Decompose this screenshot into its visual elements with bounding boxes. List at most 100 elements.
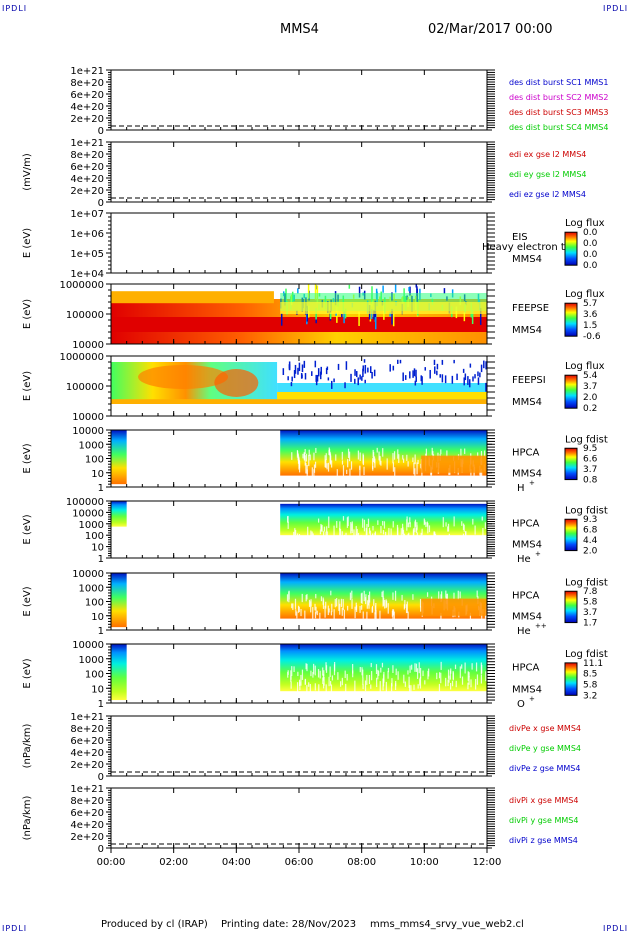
overlay-label: Heavy electron to: [482, 242, 571, 253]
y-tick-label: 10: [91, 612, 104, 623]
y-tick-label: 100000: [66, 310, 104, 321]
y-tick-label: 1e+04: [70, 269, 104, 280]
y-tick-label: 0: [98, 772, 104, 783]
legend-entry: des dist burst SC4 MMS4: [509, 123, 608, 132]
colorbar-tick-label: 0.8: [583, 476, 598, 486]
species-label: He: [517, 554, 531, 565]
y-tick-label: 2e+20: [70, 186, 104, 197]
y-axis-label: (nPa/km): [22, 796, 33, 841]
species-superscript: ++: [535, 622, 547, 630]
colorbar-tick-label: 2.0: [583, 393, 598, 403]
y-tick-label: 10: [91, 469, 104, 480]
colorbar-tick-label: 0.2: [583, 404, 597, 414]
panel-frame: [110, 69, 488, 131]
panel-frame: [110, 212, 488, 274]
y-tick-label: 1000000: [59, 352, 104, 363]
y-tick-label: 4e+20: [70, 748, 104, 759]
craft-label: MMS4: [512, 325, 542, 336]
y-tick-label: 8e+20: [70, 796, 104, 807]
legend-entry: divPe y gse MMS4: [509, 744, 581, 753]
colorbar-title: Log flux: [565, 218, 605, 229]
species-superscript: +: [535, 550, 541, 558]
y-tick-label: 10000: [72, 426, 104, 437]
colorbar-tick-label: 3.7: [583, 382, 597, 392]
species-superscript: +: [529, 695, 535, 703]
corner-label-bottom-left: IPDLI: [2, 924, 28, 933]
colorbar-tick-label: 5.8: [583, 681, 598, 691]
y-tick-label: 100000: [66, 497, 104, 508]
y-tick-label: 1: [98, 483, 104, 494]
y-tick-label: 2e+20: [70, 832, 104, 843]
species-label: H: [517, 483, 525, 494]
panel-frame: [110, 141, 488, 203]
colorbar-tick-label: 1.5: [583, 321, 597, 331]
colorbar: [564, 302, 578, 337]
craft-label: MMS4: [512, 397, 542, 408]
colorbar-tick-label: 0.0: [583, 261, 598, 271]
panel-hpca-h: 10000 1000 100 10 1 E (eV) HPCA MMS4 H + Log fdist…: [22, 426, 608, 494]
y-tick-label: 10000: [72, 640, 104, 651]
colorbar-tick-label: 6.8: [583, 526, 598, 536]
panel-frame: [110, 715, 488, 777]
colorbar-tick-label: 7.8: [583, 587, 598, 597]
y-tick-label: 1e+07: [70, 209, 104, 220]
y-tick-label: 4e+20: [70, 102, 104, 113]
x-tick-label: 04:00: [222, 857, 251, 868]
x-tick-label: 00:00: [97, 857, 126, 868]
y-tick-label: 4e+20: [70, 820, 104, 831]
x-tick-label: 02:00: [159, 857, 188, 868]
y-tick-label: 1e+21: [70, 138, 104, 149]
y-tick-label: 100: [85, 455, 104, 466]
y-axis-label: E (eV): [22, 586, 33, 616]
colorbar-tick-label: 9.3: [583, 515, 597, 525]
colorbar-tick-label: 0.0: [583, 239, 598, 249]
y-tick-label: 1e+21: [70, 66, 104, 77]
y-axis-label: E (eV): [22, 371, 33, 401]
y-axis-label: E (eV): [22, 299, 33, 329]
craft-label: MMS4: [512, 684, 542, 695]
y-tick-label: 100: [85, 531, 104, 542]
legend-entry: des dist burst SC1 MMS1: [509, 78, 608, 87]
x-tick-label: 12:00: [473, 857, 502, 868]
colorbar-tick-label: 5.4: [583, 371, 598, 381]
craft-label: MMS4: [512, 612, 542, 623]
y-tick-label: 10000: [72, 569, 104, 580]
panel-feeps-i: 1000000 100000 10000 E (eV) FEEPSI MMS4 Log fl…: [22, 352, 605, 423]
y-tick-label: 10: [91, 684, 104, 695]
colorbar-title: Log fdist: [565, 506, 608, 517]
legend-entry: edi ex gse l2 MMS4: [509, 150, 586, 159]
colorbar: [564, 662, 578, 696]
y-tick-label: 0: [98, 126, 104, 137]
legend-entry: divPe z gse MMS4: [509, 764, 580, 773]
legend-entry: edi ez gse l2 MMS4: [509, 190, 586, 199]
header-datetime: 02/Mar/2017 00:00: [428, 22, 553, 37]
species-label: He: [517, 626, 531, 637]
x-tick-label: 10:00: [410, 857, 439, 868]
colorbar-tick-label: 4.4: [583, 536, 598, 546]
y-tick-label: 10: [91, 543, 104, 554]
colorbar-tick-label: 11.1: [583, 659, 603, 669]
colorbar: [564, 518, 578, 552]
x-tick-label: 06:00: [285, 857, 314, 868]
y-tick-label: 8e+20: [70, 78, 104, 89]
y-tick-label: 10000: [72, 508, 104, 519]
colorbar: [564, 447, 578, 481]
legend-entry: divPi x gse MMS4: [509, 796, 578, 805]
corner-label-top-left: IPDLI: [2, 4, 28, 13]
legend-entry: divPe x gse MMS4: [509, 724, 581, 733]
colorbar-tick-label: 6.6: [583, 455, 598, 465]
colorbar-tick-label: 8.5: [583, 670, 597, 680]
colorbar-tick-label: 0.0: [583, 228, 598, 238]
colorbar-tick-label: 3.6: [583, 310, 598, 320]
colorbar: [564, 374, 578, 409]
y-tick-label: 100000: [66, 382, 104, 393]
panel-frame: [110, 787, 488, 849]
y-axis-label: E (eV): [22, 514, 33, 544]
instrument-label: FEEPSI: [512, 375, 546, 386]
colorbar-title: Log flux: [565, 361, 605, 372]
y-tick-label: 1e+06: [70, 229, 104, 240]
colorbar-title: Log fdist: [565, 649, 608, 660]
